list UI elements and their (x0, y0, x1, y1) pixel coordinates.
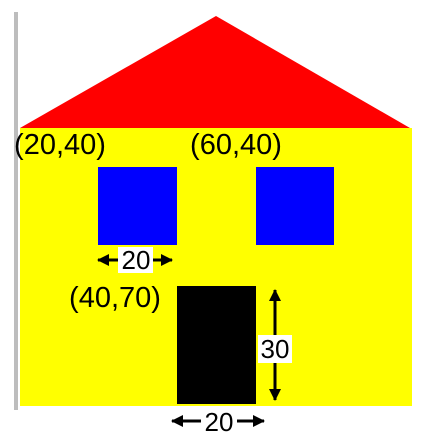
window-width-label-bg (118, 247, 153, 273)
left-window (98, 167, 177, 245)
door-height-label-bg (258, 335, 292, 363)
left-window-coord-label: (20,40) (14, 129, 106, 161)
door-width-label: 20 (205, 407, 234, 437)
door (177, 286, 256, 404)
door-coord-label: (40,70) (69, 282, 161, 314)
window-width-label: 20 (122, 245, 151, 275)
right-window (256, 167, 334, 245)
door-height-label: 30 (261, 334, 290, 364)
left-edge-bar (14, 12, 18, 410)
right-window-coord-label: (60,40) (190, 129, 282, 161)
roof (20, 16, 410, 128)
door-width-label-bg (201, 408, 237, 434)
